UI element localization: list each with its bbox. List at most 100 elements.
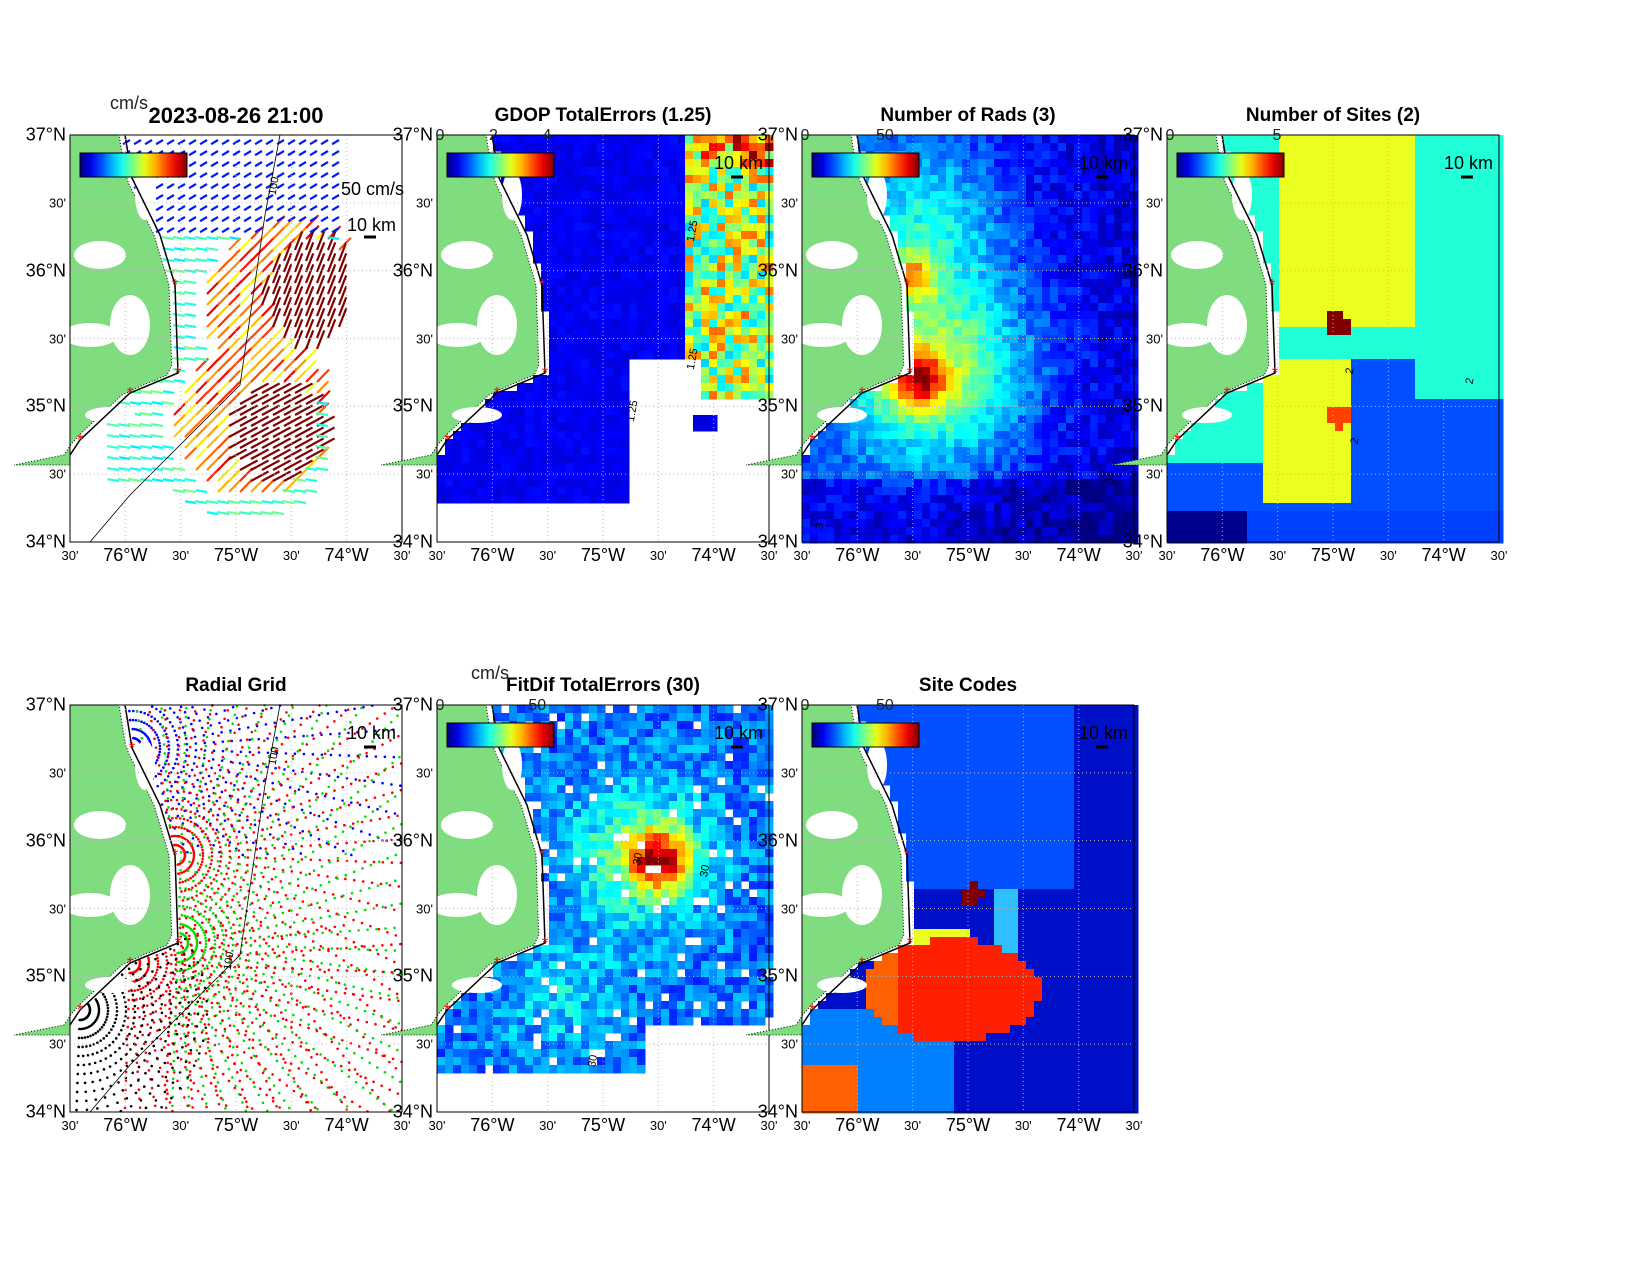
heatmap-cell xyxy=(1415,343,1424,352)
heatmap-cell xyxy=(1343,159,1352,168)
heatmap-cell xyxy=(1303,375,1312,384)
heatmap-cell xyxy=(1319,191,1328,200)
heatmap-cell xyxy=(525,431,534,440)
heatmap-cell xyxy=(1295,335,1304,344)
heatmap-cell xyxy=(1279,487,1288,496)
heatmap-cell xyxy=(1034,327,1043,336)
current-vector xyxy=(293,307,304,328)
heatmap-cell xyxy=(938,295,947,304)
heatmap-cell xyxy=(978,463,987,472)
lat-tick-label: 30' xyxy=(781,195,798,211)
heatmap-cell xyxy=(621,223,630,232)
heatmap-cell xyxy=(986,279,995,288)
heatmap-cell xyxy=(1058,319,1067,328)
heatmap-cell xyxy=(842,495,851,504)
heatmap-cell xyxy=(978,367,987,376)
heatmap-cell xyxy=(437,495,446,504)
heatmap-cell xyxy=(1367,215,1376,224)
heatmap-cell xyxy=(1122,231,1131,240)
heatmap-cell xyxy=(669,255,678,264)
lon-tick-label: 30' xyxy=(539,548,557,563)
heatmap-cell xyxy=(1359,263,1368,272)
heatmap-cell xyxy=(621,455,630,464)
heatmap-cell xyxy=(461,471,470,480)
current-vector xyxy=(282,241,293,262)
heatmap-cell xyxy=(1082,519,1091,528)
heatmap-cell xyxy=(1026,223,1035,232)
lon-tick-label: 30' xyxy=(760,548,778,563)
heatmap-cell xyxy=(725,343,734,352)
heatmap-cell xyxy=(898,135,907,144)
heatmap-cell xyxy=(1255,439,1264,448)
heatmap-cell xyxy=(1319,231,1328,240)
heatmap-cell xyxy=(477,495,486,504)
heatmap-cell xyxy=(541,271,550,280)
current-vector xyxy=(217,292,231,306)
heatmap-cell xyxy=(962,159,971,168)
current-vector xyxy=(239,404,259,416)
heatmap-cell xyxy=(501,471,510,480)
heatmap-cell xyxy=(557,375,566,384)
current-vector xyxy=(119,456,131,461)
heatmap-cell xyxy=(1399,327,1408,336)
heatmap-cell xyxy=(573,143,582,152)
current-vector xyxy=(139,411,153,417)
heatmap-cell xyxy=(541,183,550,192)
heatmap-cell xyxy=(922,375,931,384)
heatmap-cell xyxy=(1319,167,1328,176)
current-vector xyxy=(107,478,120,483)
heatmap-cell xyxy=(1058,503,1067,512)
heatmap-cell xyxy=(1295,287,1304,296)
heatmap-cell xyxy=(1082,319,1091,328)
heatmap-cell xyxy=(1058,255,1067,264)
heatmap-cell xyxy=(986,343,995,352)
heatmap-cell xyxy=(1343,367,1352,376)
heatmap-cell xyxy=(898,463,907,472)
heatmap-cell xyxy=(1351,375,1360,384)
heatmap-cell xyxy=(978,407,987,416)
heatmap-cell xyxy=(1415,247,1424,256)
heatmap-cell xyxy=(938,327,947,336)
heatmap-cell xyxy=(1247,399,1256,408)
current-vector xyxy=(177,194,186,201)
heatmap-cell xyxy=(1303,383,1312,392)
heatmap-cell xyxy=(1207,455,1216,464)
current-vector xyxy=(305,368,320,383)
heatmap-cell xyxy=(1383,367,1392,376)
lat-tick-label: 35°N xyxy=(25,395,66,416)
heatmap-cell xyxy=(1026,375,1035,384)
heatmap-cell xyxy=(597,207,606,216)
heatmap-cell xyxy=(1223,423,1232,432)
heatmap-cell xyxy=(1271,239,1280,248)
heatmap-cell xyxy=(1367,143,1376,152)
heatmap-cell xyxy=(589,215,598,224)
heatmap-cell xyxy=(1207,535,1216,544)
heatmap-cell xyxy=(1407,319,1416,328)
heatmap-cell xyxy=(818,431,827,440)
heatmap-cell xyxy=(669,151,678,160)
heatmap-cell xyxy=(749,135,758,144)
heatmap-cell xyxy=(597,295,606,304)
heatmap-cell xyxy=(1247,207,1256,216)
heatmap-cell xyxy=(922,423,931,432)
heatmap-cell xyxy=(733,287,742,296)
current-vector xyxy=(232,172,241,179)
heatmap-cell xyxy=(938,479,947,488)
heatmap-cell xyxy=(1082,239,1091,248)
heatmap-cell xyxy=(461,455,470,464)
heatmap-cell xyxy=(1343,343,1352,352)
heatmap-cell xyxy=(962,295,971,304)
lat-tick-label: 36°N xyxy=(757,260,798,281)
heatmap-cell xyxy=(954,351,963,360)
heatmap-cell xyxy=(1375,271,1384,280)
heatmap-cell xyxy=(946,375,955,384)
heatmap-cell xyxy=(1399,231,1408,240)
heatmap-cell xyxy=(1327,439,1336,448)
heatmap-cell xyxy=(1215,423,1224,432)
heatmap-cell xyxy=(1335,343,1344,352)
heatmap-cell xyxy=(1114,447,1123,456)
current-vector xyxy=(282,318,293,339)
heatmap-cell xyxy=(621,287,630,296)
current-vector xyxy=(265,194,274,201)
heatmap-cell xyxy=(1215,535,1224,544)
